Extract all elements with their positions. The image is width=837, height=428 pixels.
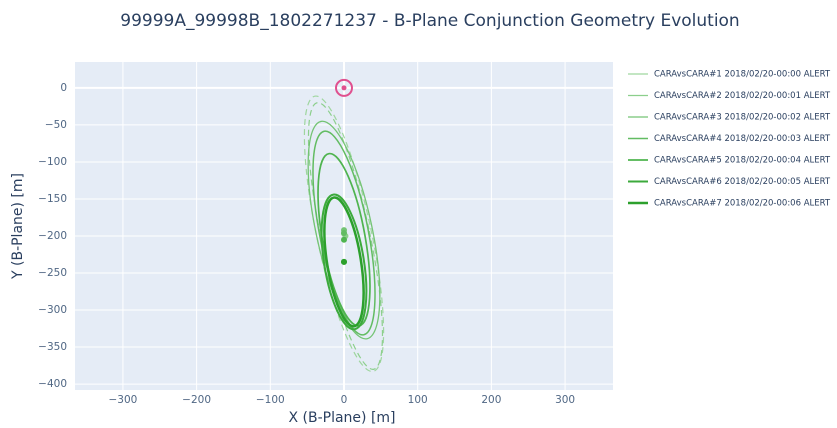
y-tick-label: −150 (38, 193, 67, 205)
y-tick-label: −250 (38, 267, 67, 279)
center-point (341, 230, 347, 236)
legend-label[interactable]: CARAvsCARA#4 2018/02/20-00:03 ALERT (654, 134, 831, 144)
legend-label[interactable]: CARAvsCARA#2 2018/02/20-00:01 ALERT (654, 91, 831, 101)
y-tick-label: −400 (38, 378, 67, 390)
legend-label[interactable]: CARAvsCARA#6 2018/02/20-00:05 ALERT (654, 177, 831, 187)
x-tick-label: −300 (108, 394, 137, 406)
legend-label[interactable]: CARAvsCARA#3 2018/02/20-00:02 ALERT (654, 113, 831, 123)
y-tick-label: −350 (38, 341, 67, 353)
y-tick-label: −200 (38, 230, 67, 242)
center-point (341, 237, 347, 243)
origin-dot (342, 85, 347, 90)
x-tick-label: −100 (256, 394, 285, 406)
y-tick-label: −100 (38, 156, 67, 168)
x-tick-label: 100 (408, 394, 428, 406)
center-point (341, 259, 347, 265)
x-tick-label: 200 (481, 394, 501, 406)
x-tick-label: −200 (182, 394, 211, 406)
chart-title: 99999A_99998B_1802271237 - B-Plane Conju… (120, 11, 739, 31)
y-axis-title: Y (B-Plane) [m] (10, 173, 26, 280)
y-tick-label: −50 (45, 119, 67, 131)
x-tick-label: 300 (555, 394, 575, 406)
legend-label[interactable]: CARAvsCARA#1 2018/02/20-00:00 ALERT (654, 70, 831, 80)
y-tick-label: −300 (38, 304, 67, 316)
legend-label[interactable]: CARAvsCARA#5 2018/02/20-00:04 ALERT (654, 156, 831, 166)
y-tick-label: 0 (60, 82, 67, 94)
legend-label[interactable]: CARAvsCARA#7 2018/02/20-00:06 ALERT (654, 199, 831, 209)
x-tick-label: 0 (341, 394, 348, 406)
x-axis-title: X (B-Plane) [m] (288, 410, 395, 426)
